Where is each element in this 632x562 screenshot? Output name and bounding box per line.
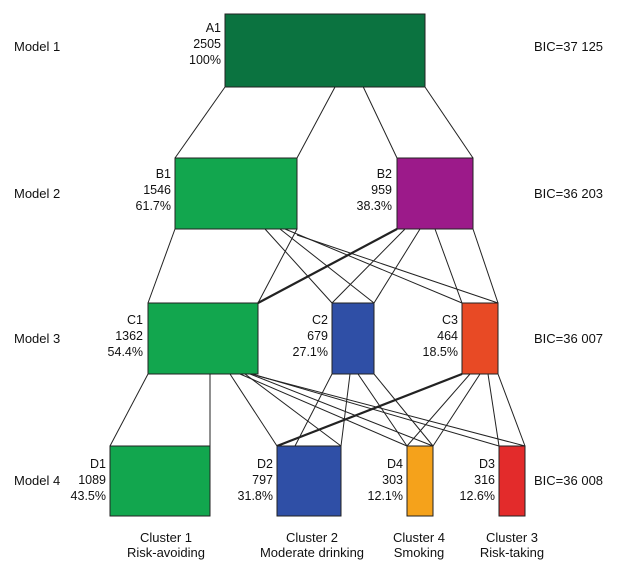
transition-line bbox=[340, 373, 351, 447]
cluster-4-title: Cluster 4 bbox=[392, 530, 446, 545]
transition-line bbox=[257, 228, 298, 304]
node-c2-box bbox=[331, 302, 375, 375]
node-d1-count: 1089 bbox=[78, 473, 106, 487]
model-1-label: Model 1 bbox=[14, 39, 61, 54]
model-1-bic: BIC=37 125 bbox=[534, 39, 604, 54]
node-a1-text: A1 2505 100% bbox=[189, 20, 221, 68]
cluster-1-caption: Cluster 1 Risk-avoiding bbox=[101, 530, 231, 560]
transition-line bbox=[424, 86, 474, 159]
model-4-label: Model 4 bbox=[14, 473, 61, 488]
cluster-2-name: Moderate drinking bbox=[259, 545, 365, 560]
node-a1-count: 2505 bbox=[193, 37, 221, 51]
model-4-bic: BIC=36 008 bbox=[534, 473, 604, 488]
node-a1-percent: 100% bbox=[189, 53, 221, 67]
node-b1-percent: 61.7% bbox=[135, 199, 171, 213]
transition-line bbox=[264, 228, 333, 304]
transition-line-thick bbox=[257, 228, 398, 304]
cluster-3-caption: Cluster 3 Risk-taking bbox=[447, 530, 577, 560]
transition-line bbox=[357, 373, 408, 447]
transition-line bbox=[147, 228, 176, 304]
node-b2-box bbox=[396, 157, 474, 230]
transition-line bbox=[296, 234, 499, 304]
node-c1-box bbox=[147, 302, 259, 375]
transition-line bbox=[434, 228, 463, 304]
node-d3-id: D3 bbox=[479, 457, 495, 471]
node-d4-id: D4 bbox=[387, 457, 403, 471]
node-b2-text: B2 959 38.3% bbox=[357, 166, 392, 214]
transition-line bbox=[229, 373, 278, 447]
node-d4-box bbox=[406, 445, 434, 517]
node-b2-count: 959 bbox=[371, 183, 392, 197]
node-c2-count: 679 bbox=[307, 329, 328, 343]
transition-line bbox=[373, 228, 421, 304]
node-d4-percent: 12.1% bbox=[367, 489, 403, 503]
transition-line bbox=[497, 373, 526, 447]
transition-line bbox=[257, 375, 526, 447]
node-b1-count: 1546 bbox=[143, 183, 171, 197]
cluster-1-title: Cluster 1 bbox=[139, 530, 193, 545]
transition-line bbox=[244, 373, 342, 447]
node-c1-count: 1362 bbox=[115, 329, 143, 343]
node-d2-text: D2 797 31.8% bbox=[238, 456, 273, 504]
node-a1-id: A1 bbox=[205, 21, 221, 35]
node-d3-count: 316 bbox=[474, 473, 495, 487]
cluster-2-title: Cluster 2 bbox=[285, 530, 339, 545]
model-2-label: Model 2 bbox=[14, 186, 61, 201]
node-d4-count: 303 bbox=[382, 473, 403, 487]
node-d2-box bbox=[276, 445, 342, 517]
node-a1-box bbox=[224, 13, 426, 88]
transition-line bbox=[432, 373, 481, 447]
node-b2-percent: 38.3% bbox=[356, 199, 392, 213]
node-c2-percent: 27.1% bbox=[292, 345, 328, 359]
node-c3-id: C3 bbox=[442, 313, 458, 327]
node-d3-percent: 12.6% bbox=[459, 489, 495, 503]
node-c1-text: C1 1362 54.4% bbox=[108, 312, 143, 360]
cluster-3-title: Cluster 3 bbox=[485, 530, 539, 545]
node-c3-count: 464 bbox=[437, 329, 458, 343]
node-b1-id: B1 bbox=[155, 167, 171, 181]
transition-line bbox=[239, 373, 408, 447]
node-b2-id: B2 bbox=[376, 167, 392, 181]
node-c1-id: C1 bbox=[127, 313, 143, 327]
node-d4-text: D4 303 12.1% bbox=[368, 456, 403, 504]
node-d1-text: D1 1089 43.5% bbox=[71, 456, 106, 504]
node-c2-id: C2 bbox=[312, 313, 328, 327]
cluster-3-name: Risk-taking bbox=[479, 545, 545, 560]
cluster-4-caption: Cluster 4 Smoking bbox=[354, 530, 484, 560]
transition-line bbox=[373, 373, 434, 447]
node-d2-percent: 31.8% bbox=[237, 489, 273, 503]
transition-line bbox=[406, 373, 471, 447]
model-2-bic: BIC=36 203 bbox=[534, 186, 604, 201]
transition-line-thick bbox=[276, 372, 463, 448]
model-3-bic: BIC=36 007 bbox=[534, 331, 604, 346]
node-b1-box bbox=[174, 157, 298, 230]
node-c3-text: C3 464 18.5% bbox=[423, 312, 458, 360]
node-c1-percent: 54.4% bbox=[107, 345, 143, 359]
transition-line bbox=[472, 228, 499, 304]
node-d2-count: 797 bbox=[252, 473, 273, 487]
node-d3-text: D3 316 12.6% bbox=[460, 456, 495, 504]
node-d1-box bbox=[109, 445, 211, 517]
cluster-4-name: Smoking bbox=[393, 545, 445, 560]
transition-line bbox=[249, 373, 434, 447]
cluster-1-name: Risk-avoiding bbox=[126, 545, 206, 560]
node-c3-box bbox=[461, 302, 499, 375]
transition-line bbox=[109, 373, 149, 447]
node-b1-text: B1 1546 61.7% bbox=[136, 166, 171, 214]
node-d1-id: D1 bbox=[90, 457, 106, 471]
node-d3-box bbox=[498, 445, 526, 517]
cluster-2-caption: Cluster 2 Moderate drinking bbox=[247, 530, 377, 560]
node-c2-text: C2 679 27.1% bbox=[293, 312, 328, 360]
node-d2-id: D2 bbox=[257, 457, 273, 471]
transition-line bbox=[294, 373, 333, 447]
node-d1-percent: 43.5% bbox=[70, 489, 106, 503]
transition-line bbox=[251, 373, 500, 447]
transition-line bbox=[331, 228, 406, 304]
model-3-label: Model 3 bbox=[14, 331, 61, 346]
transition-line bbox=[487, 373, 500, 447]
node-c3-percent: 18.5% bbox=[422, 345, 458, 359]
transition-line bbox=[174, 86, 226, 159]
